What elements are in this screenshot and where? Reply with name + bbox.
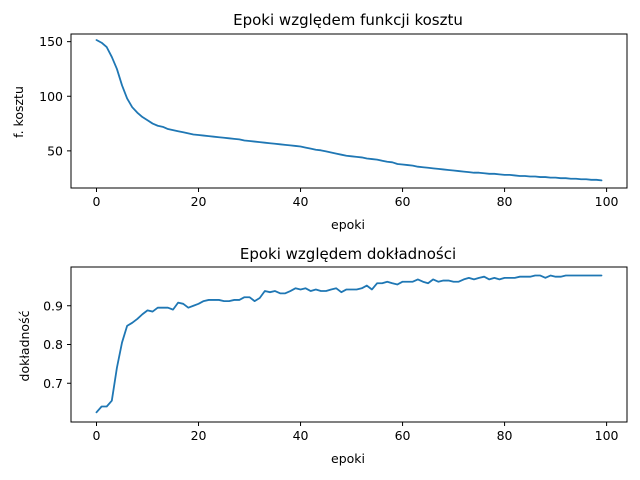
loss-xtick-label: 80 [497,194,513,209]
loss-chart-title: Epoki względem funkcji kosztu [233,11,463,29]
accuracy-ytick-label: 0.8 [43,337,63,352]
loss-ytick-label: 150 [39,34,63,49]
accuracy-xtick-label: 20 [191,428,207,443]
accuracy-chart-xlabel: epoki [331,451,365,466]
accuracy-chart-ticks: 0 20 40 60 80 100 0.7 0.8 0.9 [43,298,618,443]
loss-xtick-label: 0 [93,194,101,209]
accuracy-chart: Epoki względem dokładności epoki dokładn… [17,245,628,466]
loss-xtick-label: 100 [595,194,619,209]
loss-chart-ylabel: f. kosztu [11,86,26,138]
accuracy-chart-ylabel: dokładność [17,310,32,381]
loss-ytick-label: 100 [39,89,63,104]
accuracy-xtick-label: 60 [395,428,411,443]
loss-chart-xlabel: epoki [331,217,365,232]
accuracy-xtick-label: 80 [497,428,513,443]
accuracy-xtick-label: 100 [595,428,619,443]
loss-chart-ticks: 0 20 40 60 80 100 50 100 150 [39,34,618,209]
loss-ytick-label: 50 [47,143,63,158]
accuracy-chart-title: Epoki względem dokładności [240,245,456,263]
accuracy-chart-frame [70,266,628,423]
loss-xtick-label: 60 [395,194,411,209]
accuracy-xtick-label: 0 [93,428,101,443]
accuracy-ytick-label: 0.7 [43,376,63,391]
accuracy-xtick-label: 40 [293,428,309,443]
loss-chart-frame [70,33,628,189]
loss-xtick-label: 40 [293,194,309,209]
loss-xtick-label: 20 [191,194,207,209]
loss-series-line [95,39,603,182]
accuracy-ytick-label: 0.9 [43,298,63,313]
loss-chart: Epoki względem funkcji kosztu epoki f. k… [11,11,628,232]
accuracy-series-line [95,274,603,414]
